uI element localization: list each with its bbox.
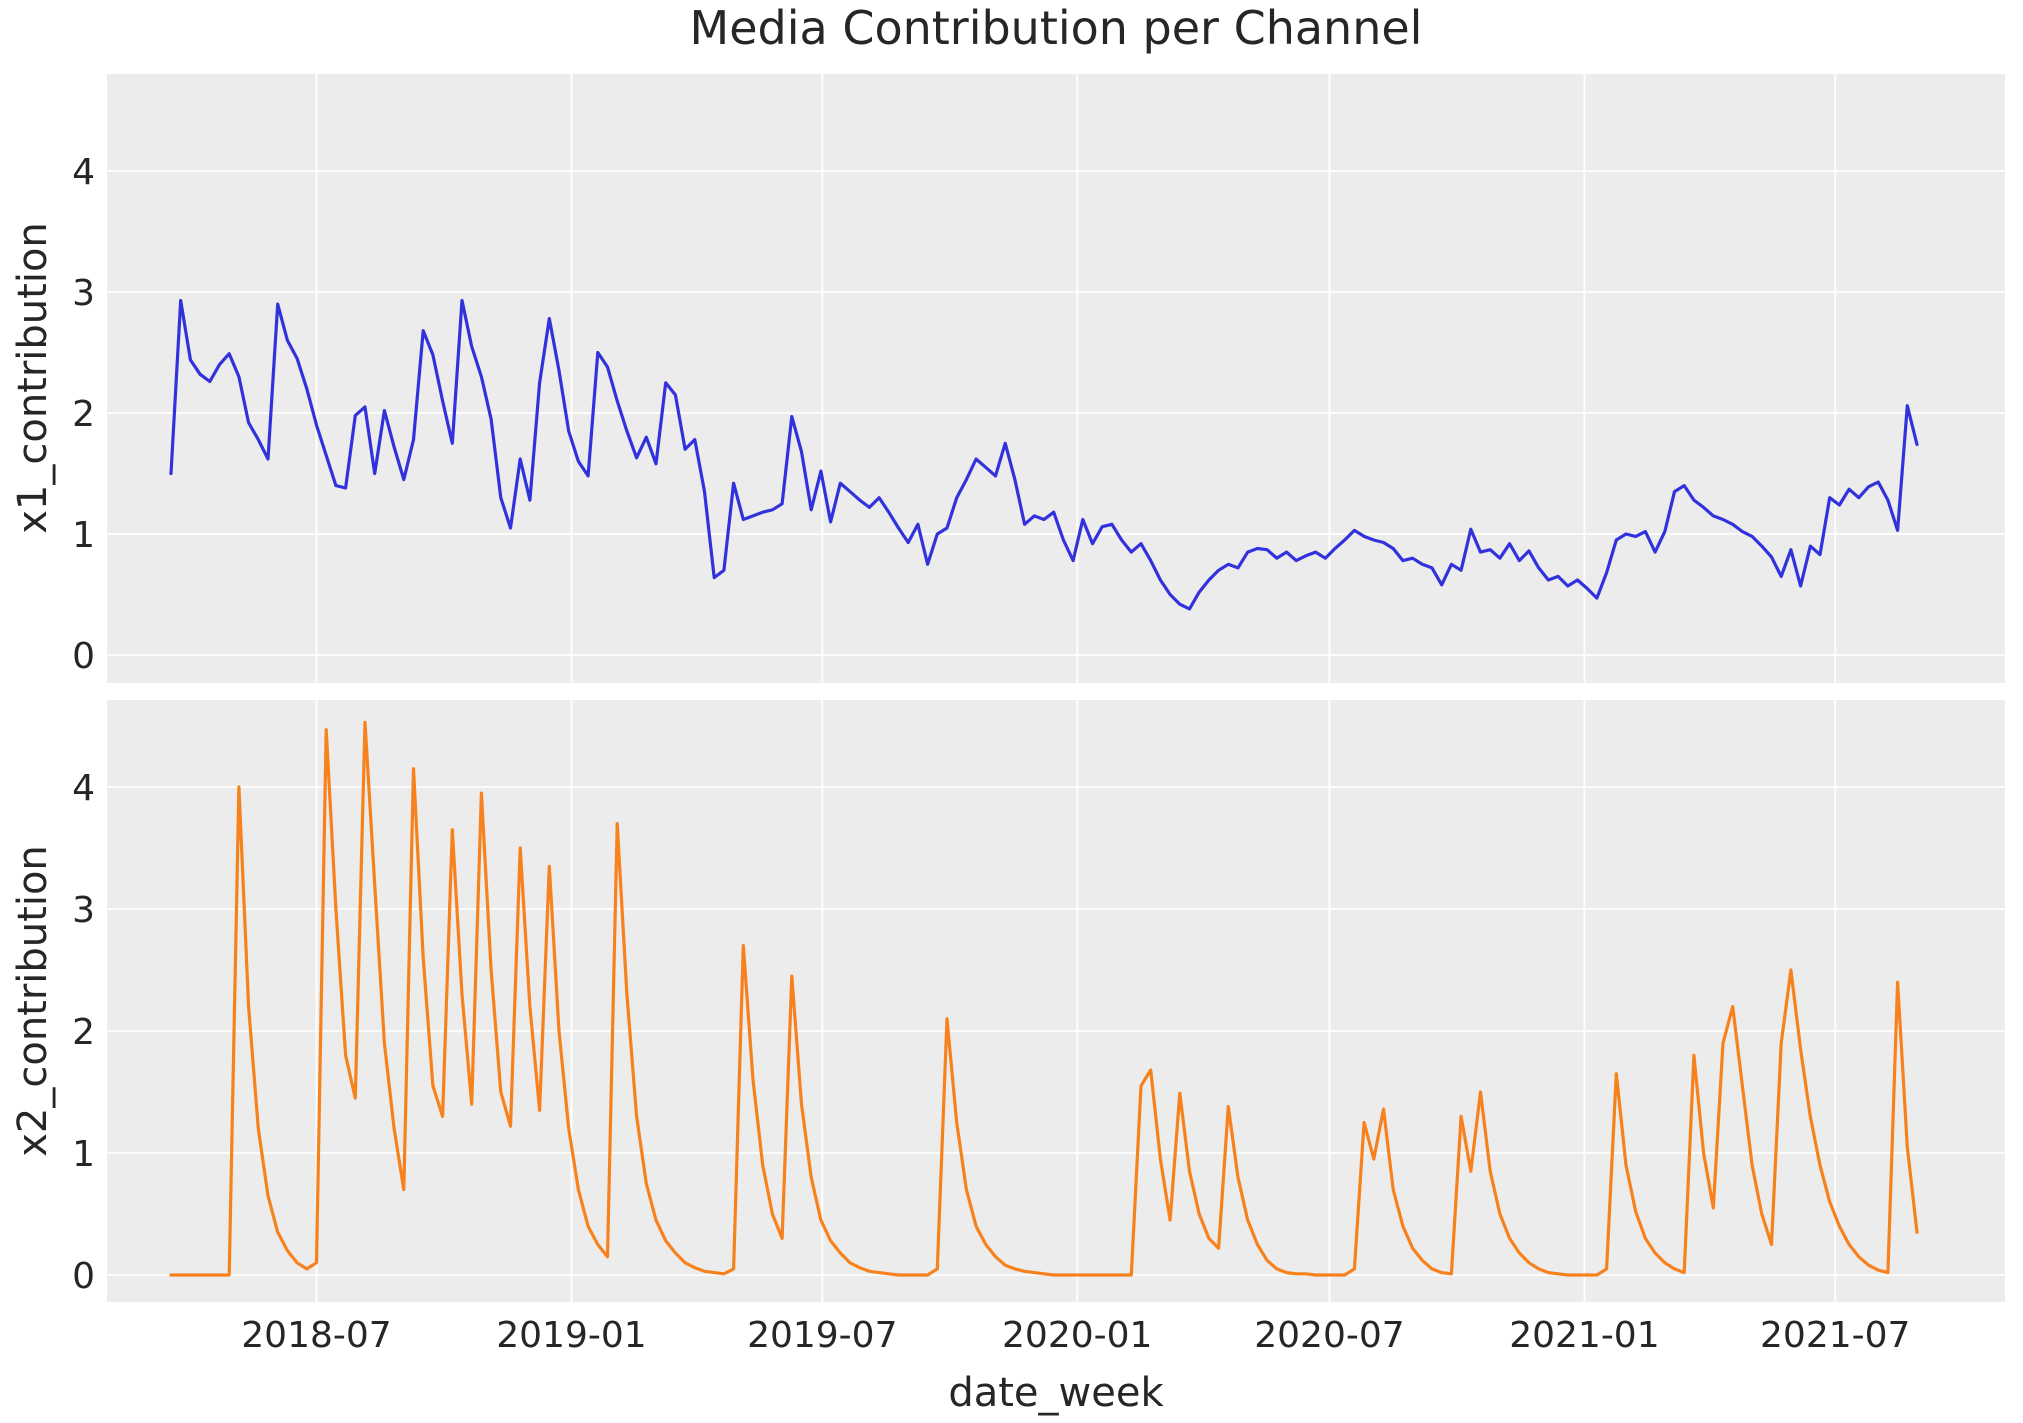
x-tick-label: 2020-01 <box>1002 1315 1152 1356</box>
y-tick-label: 2 <box>72 394 95 435</box>
x1_contribution-line <box>169 298 1919 611</box>
y-tick-label: 3 <box>72 273 95 314</box>
x-tick-label: 2021-07 <box>1760 1315 1910 1356</box>
top-plot-background <box>107 74 2005 683</box>
bottom-plot-background <box>107 700 2005 1302</box>
x-tick-label: 2019-07 <box>747 1315 897 1356</box>
y-tick-label: 4 <box>72 152 95 193</box>
tick-labels-layer: 0 1 2 3 4 0 1 2 3 4 2018-07 2019-01 2019-07 2020-01 20… <box>72 152 1910 1356</box>
y-tick-label: 2 <box>72 1012 95 1053</box>
x-tick-label: 2019-01 <box>496 1315 646 1356</box>
chart-title: Media Contribution per Channel <box>690 1 1423 55</box>
x-axis-label: date_week <box>948 1370 1164 1416</box>
y-tick-label: 0 <box>72 1256 95 1297</box>
x2-contribution-subplot <box>107 700 2005 1302</box>
y-tick-label: 1 <box>72 515 95 556</box>
x-tick-label: 2020-07 <box>1254 1315 1404 1356</box>
y-axis-label-x1: x1_contribution <box>10 222 56 534</box>
x-tick-label: 2021-01 <box>1509 1315 1659 1356</box>
y-axis-label-x2: x2_contribution <box>10 845 56 1157</box>
y-tick-label: 4 <box>72 768 95 809</box>
y-tick-label: 3 <box>72 890 95 931</box>
x1-contribution-subplot <box>107 74 2005 683</box>
y-tick-label: 0 <box>72 636 95 677</box>
x-tick-label: 2018-07 <box>241 1315 391 1356</box>
y-tick-label: 1 <box>72 1134 95 1175</box>
x2_contribution-line <box>169 720 1919 1277</box>
